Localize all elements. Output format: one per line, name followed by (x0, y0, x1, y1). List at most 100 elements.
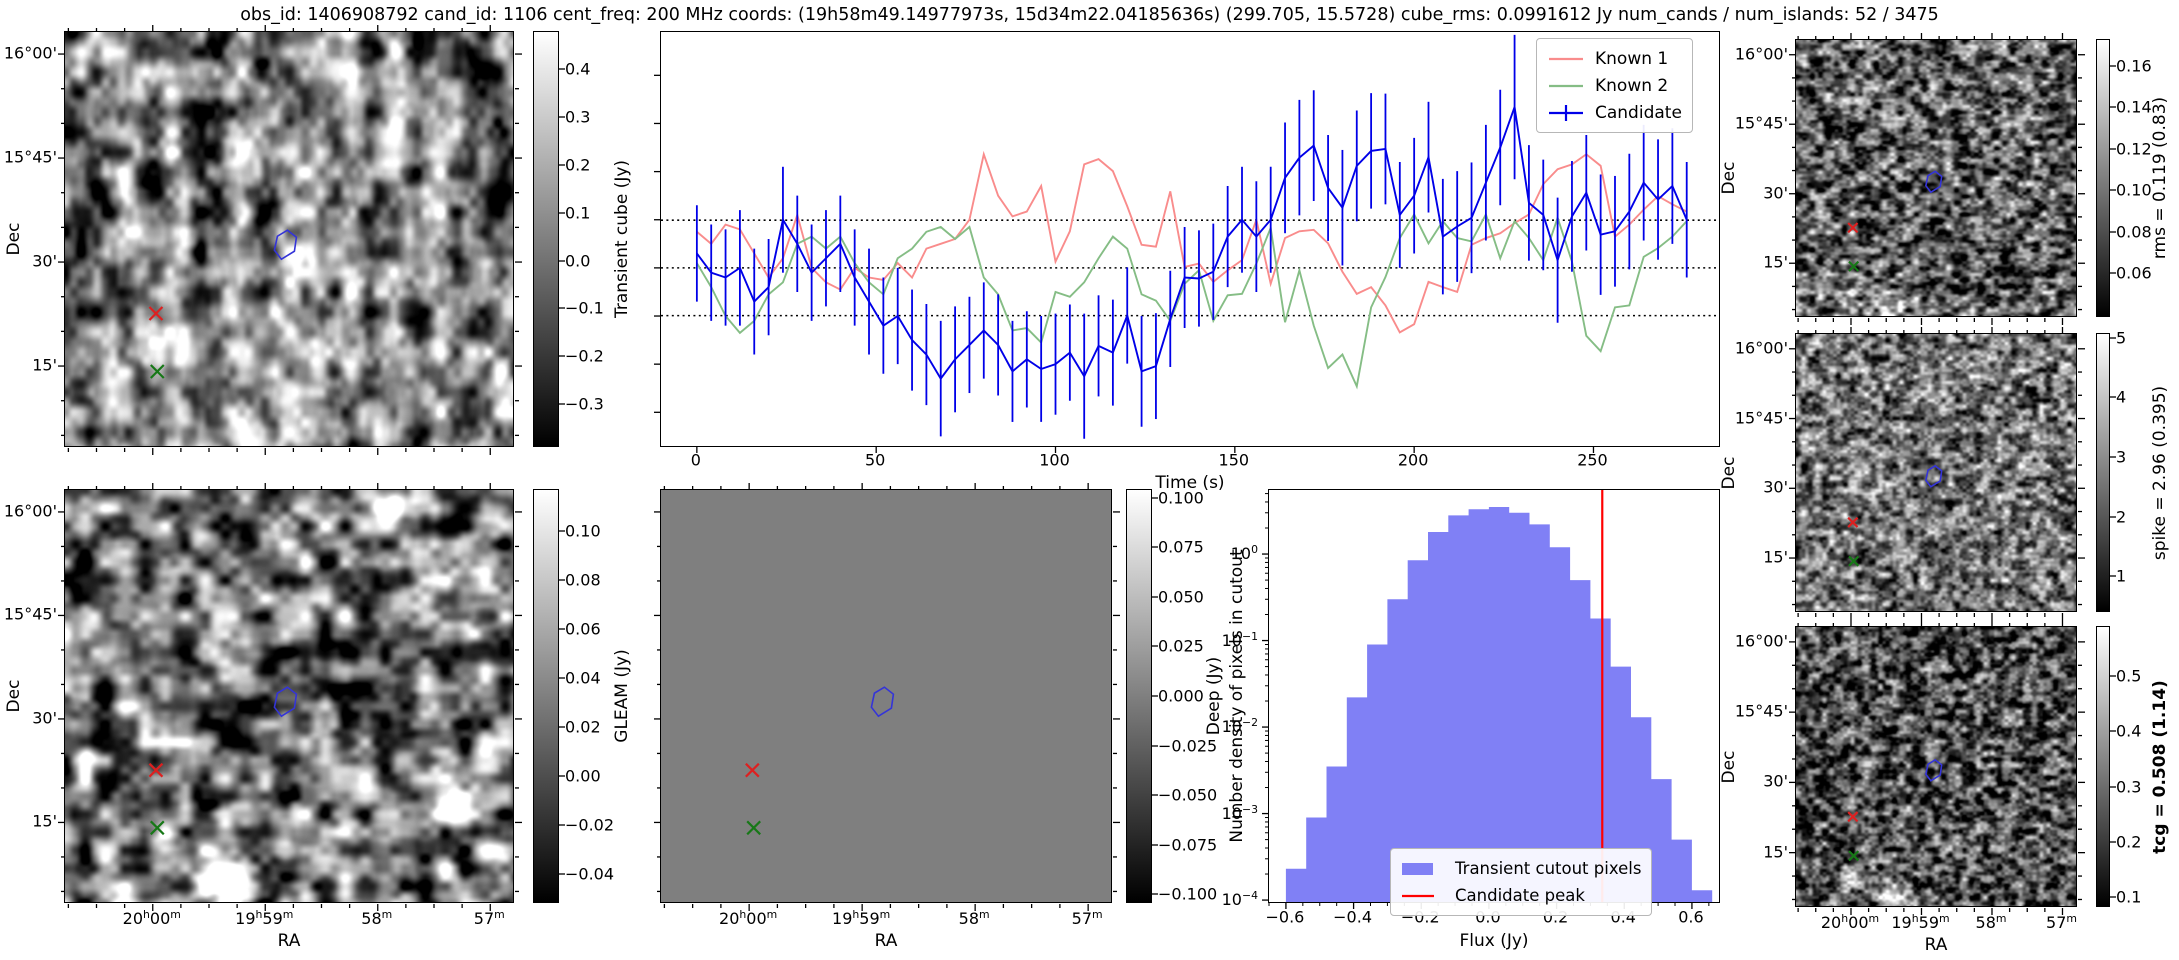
candidate-contour-marker (273, 686, 298, 718)
spike-map-panel (1789, 327, 2085, 620)
dec-tick-label: 30' (32, 251, 57, 271)
candidate-contour-marker (1924, 758, 1943, 782)
colorbar-tick-label: 0.08 (565, 570, 601, 590)
colorbar-tick-label: 0.12 (2116, 139, 2152, 159)
axes-ticks (1789, 620, 2085, 915)
colorbar-tick-label: 5 (2116, 328, 2127, 348)
colorbar-tick-label: −0.050 (1158, 785, 1218, 805)
colorbar-tick-label: 0.02 (565, 717, 601, 737)
dec-tick-label: 30' (32, 708, 57, 728)
legend-entry: Candidate peak (1401, 882, 1641, 909)
colorbar-tick-label: 0.16 (2116, 56, 2152, 76)
colorbar-tick-label: 0.14 (2116, 97, 2152, 117)
colorbar-tick-label: 0.3 (2116, 777, 2142, 797)
colorbar-tick-label: 3 (2116, 447, 2127, 467)
colorbar-tick-label: 0.5 (2116, 666, 2142, 686)
legend-entry: Candidate (1547, 99, 1682, 126)
colorbar-tick-label: 0.100 (1158, 488, 1204, 508)
legend-entry: Transient cutout pixels (1401, 855, 1641, 882)
colorbar-tick-label: 0.10 (2116, 180, 2152, 200)
colorbar-tick-label: −0.3 (565, 394, 604, 414)
ra-tick-label: 57m (1071, 907, 1103, 929)
time-tick-label: 250 (1577, 450, 1608, 470)
flux-axis-label: Flux (Jy) (1459, 931, 1529, 951)
spike-image (1796, 334, 2076, 611)
ra-axis-label: RA (277, 931, 301, 951)
flux-tick-label: −0.4 (1333, 907, 1373, 927)
legend-entry-label: Candidate (1595, 102, 1682, 123)
dec-axis-label: Dec (4, 679, 24, 713)
histogram-legend: Transient cutout pixels Candidate peak (1390, 848, 1653, 916)
rms-map-panel (1789, 33, 2085, 325)
dec-tick-label: 16°00' (1734, 44, 1788, 64)
colorbar-tick-label: −0.02 (565, 815, 615, 835)
ra-tick-label: 20h00m (1820, 911, 1880, 933)
dec-tick-label: 15' (1763, 842, 1788, 862)
dec-tick-label: 15' (1763, 252, 1788, 272)
colorbar-tick-label: 2 (2116, 507, 2127, 527)
dec-tick-label: 16°00' (3, 43, 57, 63)
colorbar-tick-label: −0.04 (565, 864, 615, 884)
density-tick-label: 10−4 (1221, 888, 1258, 910)
density-tick-label: 10−2 (1221, 715, 1258, 737)
lightcurve-plot (654, 34, 1719, 453)
legend-bar-swatch (1402, 862, 1433, 875)
flux-tick-label: −0.6 (1265, 907, 1305, 927)
tcg-image (1796, 627, 2076, 906)
ra-tick-label: 58m (958, 907, 990, 929)
dec-tick-label: 15°45' (3, 147, 57, 167)
known-source-1-x-marker (1847, 222, 1859, 234)
legend-line-sample (1549, 104, 1583, 121)
dec-axis-label: Dec (1719, 456, 1739, 489)
colorbar-tick-label: 0.10 (565, 521, 601, 541)
axes-ticks (654, 483, 1120, 911)
rms-image (1796, 40, 2076, 316)
dec-axis-label: Dec (1719, 161, 1739, 195)
spike-colorbar (2096, 333, 2110, 612)
ra-tick-label: 57m (473, 907, 505, 929)
density-tick-label: 10−1 (1221, 629, 1258, 650)
ra-axis-label: RA (1924, 935, 1948, 955)
axes-ticks (1789, 33, 2085, 325)
ra-tick-label: 57m (2046, 911, 2077, 933)
time-axis-label: Time (s) (1155, 473, 1225, 493)
legend-entry-label: Candidate peak (1455, 886, 1585, 905)
spike-colorbar-label: spike = 2.96 (0.395) (2150, 385, 2170, 560)
dec-tick-label: 16°00' (3, 501, 57, 521)
transient-cutout-panel (58, 25, 522, 455)
tcg-colorbar (2096, 626, 2110, 907)
legend-line-sample (1402, 894, 1434, 897)
known-source-2-x-marker (1848, 555, 1860, 567)
dec-axis-label: Dec (4, 222, 24, 256)
series-candidate (696, 106, 1688, 381)
dec-tick-label: 15' (1763, 547, 1788, 567)
flux-histogram-panel (1262, 489, 1720, 909)
colorbar-tick-label: 4 (2116, 387, 2127, 407)
known-source-1-x-marker (1847, 811, 1859, 823)
deep-image (661, 490, 1111, 902)
density-tick-label: 10−3 (1221, 802, 1258, 823)
gleam-cutout-panel (58, 483, 522, 911)
series-known-2 (696, 212, 1688, 390)
colorbar-tick-label: −0.1 (565, 298, 604, 318)
colorbar-tick-label: 0.075 (1158, 537, 1204, 557)
known-source-1-x-marker (745, 762, 760, 778)
colorbar-tick-label: 0.050 (1158, 587, 1204, 607)
known-source-1-x-marker (1847, 516, 1859, 528)
lightcurve-legend: Known 1 Known 2 Candidate (1536, 38, 1693, 133)
colorbar-tick-label: −0.075 (1158, 835, 1218, 855)
colorbar-tick-label: 0.00 (565, 766, 601, 786)
tcg-map-panel (1789, 620, 2085, 915)
colorbar-tick-label: 0.025 (1158, 636, 1204, 656)
figure-title: obs_id: 1406908792 cand_id: 1106 cent_fr… (240, 5, 1939, 25)
ra-tick-label: 20h00m (122, 907, 181, 929)
histogram-plot (1262, 490, 1713, 909)
colorbar-tick-label: 0.0 (565, 251, 591, 271)
axes-ticks (58, 25, 522, 455)
colorbar-tick-label: −0.100 (1158, 884, 1218, 904)
legend-entry: Known 2 (1547, 72, 1682, 99)
time-tick-label: 150 (1218, 450, 1250, 470)
ra-tick-label: 20h00m (719, 907, 778, 929)
ra-axis-label: RA (874, 931, 898, 951)
